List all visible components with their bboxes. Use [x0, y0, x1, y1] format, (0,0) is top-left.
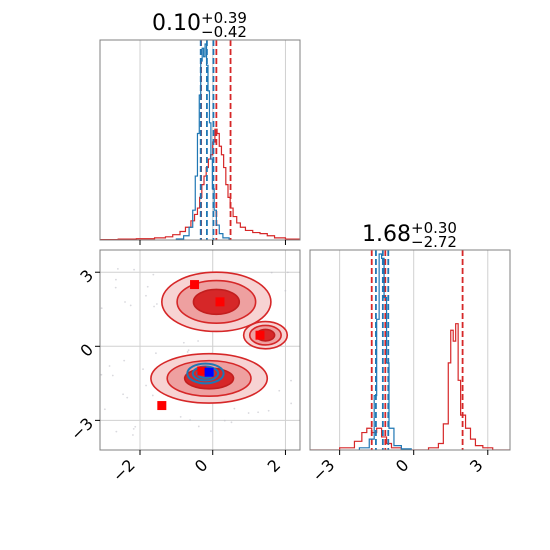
scatter-dot-30: [290, 379, 292, 382]
scatter-dot-22: [146, 285, 149, 288]
scatter-dot-62: [111, 374, 114, 377]
scatter-dot-31: [186, 351, 189, 353]
scatter-dot-51: [278, 389, 281, 392]
scatter-dot-52: [103, 408, 106, 411]
scatter-dot-64: [257, 411, 260, 414]
scatter-dot-11: [286, 271, 289, 274]
joint-x-tick-label-1: 0: [191, 455, 212, 476]
histogram-right: [310, 250, 510, 450]
scatter-dot-56: [132, 428, 135, 430]
right-x-tick-label-1: 0: [392, 455, 413, 476]
scatter-dot-67: [179, 415, 182, 418]
title-upper-right: +0.30: [411, 219, 457, 237]
scatter-dot-60: [197, 425, 200, 428]
scatter-dot-16: [133, 268, 135, 271]
contour-joint: [100, 267, 293, 436]
right-x-tick-label-2: 3: [466, 455, 487, 476]
title-main-right: 1.68: [362, 222, 411, 247]
scatter-dot-36: [153, 305, 155, 308]
scatter-dot-3: [114, 286, 117, 289]
scatter-dot-55: [145, 294, 147, 297]
red-marker-0: [190, 280, 200, 290]
frame-right: [309, 249, 511, 451]
scatter-dot-12: [123, 359, 126, 362]
joint-y-tick-label-1: 0: [76, 340, 97, 361]
scatter-dot-34: [151, 394, 154, 397]
title-upper-top: +0.39: [201, 9, 247, 27]
scatter-dot-8: [233, 407, 236, 410]
scatter-dot-47: [116, 267, 119, 270]
scatter-dot-37: [270, 271, 273, 274]
right-x-tick-label-0: −3: [308, 455, 338, 485]
right-hist-series-0-step: [310, 323, 510, 450]
joint-y-tick-label-2: 3: [76, 266, 97, 287]
scatter-dot-6: [230, 421, 233, 424]
right-hist-series-1-step: [358, 253, 412, 450]
joint-y-tick-label-0: −3: [67, 414, 97, 444]
frame-top: [99, 39, 301, 241]
frame-joint: [99, 249, 301, 451]
title-lower-right: −2.72: [411, 233, 457, 251]
red-marker-1: [215, 297, 225, 307]
ticks-right: −3 0 3: [308, 450, 489, 486]
scatter-dot-14: [182, 341, 185, 344]
red-marker-3: [197, 366, 207, 376]
scatter-dot-40: [210, 430, 212, 433]
scatter-dot-50: [124, 301, 126, 303]
scatter-dot-38: [284, 289, 287, 292]
scatter-dot-10: [134, 425, 137, 428]
joint-x-tick-label-0: −2: [109, 455, 139, 485]
scatter-dot-63: [145, 384, 147, 387]
ticks-top: [139, 240, 286, 245]
scatter-dot-13: [290, 402, 293, 405]
scatter-dot-57: [115, 430, 118, 433]
scatter-dot-28: [108, 365, 111, 367]
joint-x-tick-label-2: 2: [264, 455, 285, 476]
scatter-dot-0: [197, 340, 199, 342]
red-marker-2: [255, 330, 265, 340]
scatter-dot-1: [122, 393, 124, 396]
scatter-dot-21: [115, 278, 117, 281]
scatter-dot-44: [152, 273, 155, 276]
scatter-dot-27: [189, 419, 191, 421]
scatter-dot-45: [100, 373, 103, 376]
grid-right: [339, 250, 489, 450]
scatter-dot-59: [267, 409, 270, 412]
scatter-dot-2: [187, 349, 190, 352]
blue-marker-0: [204, 367, 214, 377]
blue-contour-level-0: [186, 362, 225, 385]
histogram-top: [100, 40, 300, 240]
marginal-panel-top: 0.10 +0.39 −0.42: [99, 9, 301, 245]
scatter-dot-69: [100, 307, 103, 310]
scatter-dot-65: [132, 434, 134, 436]
scatter-dot-5: [155, 303, 158, 305]
scatter-dot-42: [142, 368, 144, 371]
scatter-dot-35: [247, 412, 250, 414]
scatter-dot-61: [155, 352, 157, 355]
scatter-dot-19: [129, 304, 132, 307]
scatter-dot-26: [126, 396, 129, 399]
marginal-panel-right: 1.68 +0.30 −2.72 −3 0 3: [308, 219, 511, 486]
title-lower-top: −0.42: [201, 23, 247, 41]
top-hist-series-1-step: [175, 43, 230, 240]
scatter-dot-66: [223, 419, 226, 422]
title-main-top: 0.10: [152, 11, 201, 36]
joint-panel: −2 0 2 −3 0 3: [67, 249, 301, 486]
red-marker-4: [157, 401, 167, 411]
